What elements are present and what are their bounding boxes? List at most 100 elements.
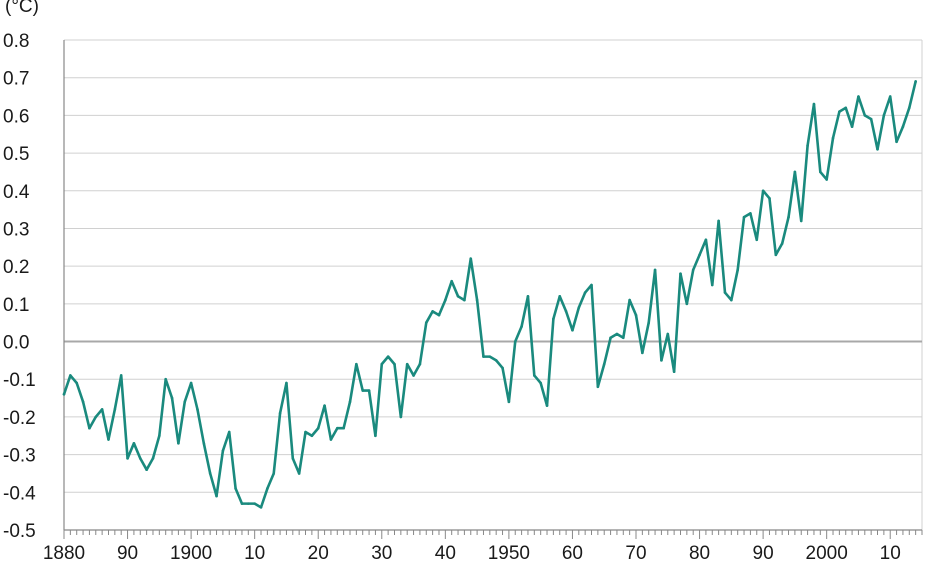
- data-point: [641, 351, 644, 355]
- data-point: [374, 434, 377, 438]
- data-point: [819, 170, 822, 174]
- data-point: [488, 355, 492, 358]
- x-tick-label: 10: [880, 543, 901, 564]
- data-point: [119, 374, 123, 377]
- y-tick-label: -0.5: [3, 521, 36, 542]
- data-point: [386, 355, 390, 358]
- data-point: [240, 502, 244, 505]
- data-point: [577, 306, 581, 309]
- data-point: [895, 140, 898, 144]
- data-point: [88, 426, 91, 430]
- data-point: [882, 114, 886, 117]
- y-tick-label: -0.1: [3, 370, 36, 391]
- x-tick-label: 1950: [488, 543, 530, 564]
- data-point: [126, 457, 129, 460]
- data-point: [329, 438, 333, 441]
- data-point: [717, 219, 720, 223]
- data-point: [227, 430, 231, 434]
- x-tick-label: 20: [308, 543, 329, 564]
- data-point: [520, 325, 523, 328]
- data-point: [774, 253, 778, 257]
- plot-area: [64, 40, 922, 530]
- data-point: [177, 442, 180, 445]
- data-point: [838, 110, 841, 113]
- data-point: [552, 317, 555, 321]
- data-point: [647, 321, 651, 324]
- data-point: [437, 313, 441, 317]
- y-tick-label: 0.6: [3, 106, 29, 127]
- data-point: [355, 362, 358, 366]
- data-point: [526, 295, 530, 298]
- data-point: [799, 219, 803, 223]
- data-point: [310, 434, 314, 438]
- x-tick-label: 1880: [43, 543, 85, 564]
- data-point: [653, 268, 657, 272]
- data-point: [424, 321, 428, 324]
- data-point: [132, 442, 136, 445]
- data-point: [907, 106, 911, 110]
- data-point: [215, 494, 218, 498]
- data-point: [780, 242, 784, 245]
- data-point: [755, 238, 759, 242]
- data-point: [253, 502, 256, 505]
- data-point: [545, 404, 549, 407]
- data-point: [393, 362, 396, 366]
- data-point: [723, 291, 727, 294]
- data-point: [469, 257, 473, 260]
- data-point: [183, 400, 187, 404]
- data-point: [742, 215, 746, 219]
- data-point: [323, 404, 326, 407]
- data-point: [107, 438, 110, 441]
- x-axis: 1880 90 1900 10 20 30 40 1950 60 70 80 90 2000 10: [43, 40, 923, 564]
- data-point: [367, 389, 371, 392]
- y-tick-label: -0.2: [3, 408, 36, 429]
- data-point: [558, 295, 562, 298]
- data-point: [914, 80, 917, 83]
- data-point: [291, 457, 295, 460]
- data-point: [583, 291, 587, 294]
- data-point: [621, 336, 625, 340]
- y-tick-label: -0.4: [3, 483, 36, 504]
- data-point: [297, 472, 301, 475]
- data-point: [463, 298, 466, 302]
- data-point: [507, 400, 511, 404]
- data-point: [418, 362, 422, 366]
- data-point: [710, 283, 714, 287]
- data-point: [81, 400, 85, 404]
- data-point: [698, 253, 701, 257]
- y-tick-label: -0.3: [3, 446, 36, 467]
- data-point: [691, 268, 695, 272]
- y-tick-label: 0.2: [3, 257, 29, 278]
- data-point: [450, 279, 453, 283]
- data-point: [75, 381, 79, 385]
- data-point: [869, 117, 873, 121]
- y-tick-label: 0.0: [3, 333, 29, 354]
- data-points: [62, 80, 917, 509]
- data-point: [405, 362, 409, 366]
- data-point: [316, 426, 320, 430]
- data-point: [94, 415, 98, 419]
- data-point: [285, 381, 288, 385]
- y-axis-unit-label: (°C): [5, 0, 39, 17]
- data-point: [844, 106, 848, 110]
- data-point: [100, 408, 104, 411]
- data-point: [170, 396, 174, 400]
- x-tick-label: 70: [625, 543, 646, 564]
- data-point: [876, 148, 879, 151]
- data-point: [380, 362, 384, 366]
- data-point: [666, 332, 670, 336]
- data-point: [513, 340, 517, 343]
- data-point: [482, 355, 485, 358]
- data-point: [901, 125, 905, 128]
- data-point: [151, 457, 155, 460]
- data-point: [634, 313, 638, 317]
- data-point: [685, 302, 689, 306]
- data-point: [62, 393, 66, 396]
- data-point: [335, 426, 339, 430]
- x-tick-label: 60: [562, 543, 583, 564]
- y-tick-label: 0.1: [3, 295, 29, 316]
- data-point: [825, 178, 828, 181]
- y-tick-label: 0.3: [3, 219, 29, 240]
- x-tick-label: 90: [753, 543, 774, 564]
- data-point: [272, 472, 276, 475]
